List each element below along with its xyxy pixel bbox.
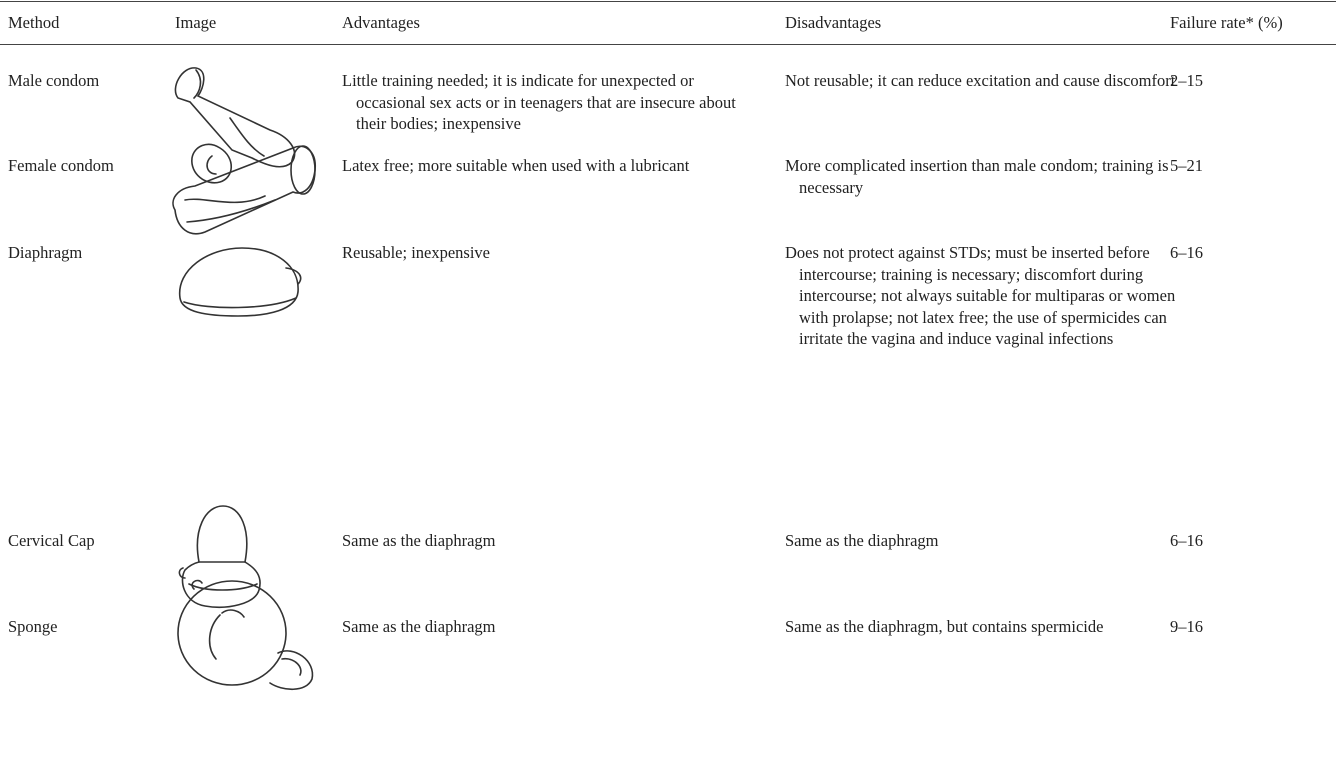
header-method: Method: [8, 13, 60, 32]
cervical-cap-image: [178, 505, 261, 609]
header-rule: [0, 44, 1336, 45]
failure-rate: 6–16: [1170, 243, 1203, 262]
method: Female condom: [8, 156, 114, 175]
disadvantages: Does not protect against STDs; must be i…: [785, 243, 1176, 348]
method: Diaphragm: [8, 243, 83, 262]
disadvantages: Same as the diaphragm: [785, 531, 939, 550]
header-disadvantages: Disadvantages: [785, 13, 882, 32]
header-advantages: Advantages: [342, 13, 420, 32]
failure-rate: 5–21: [1170, 156, 1203, 175]
male-condom-image: [174, 67, 296, 184]
failure-rate: 9–16: [1170, 617, 1203, 636]
advantages: Latex free; more suitable when used with…: [342, 156, 690, 175]
method: Sponge: [8, 617, 58, 636]
header-failure-rate: Failure rate* (%): [1170, 13, 1283, 32]
sponge-image: [177, 579, 314, 691]
top-rule: [0, 1, 1336, 2]
failure-rate: 2–15: [1170, 71, 1203, 90]
advantages: Same as the diaphragm: [342, 531, 496, 550]
header-image: Image: [175, 13, 217, 32]
method: Male condom: [8, 71, 100, 90]
advantages: Little training needed; it is indicate f…: [342, 71, 736, 133]
failure-rate: 6–16: [1170, 531, 1203, 550]
disadvantages: More complicated insertion than male con…: [785, 156, 1169, 197]
diaphragm-image: [178, 247, 302, 317]
advantages: Reusable; inexpensive: [342, 243, 491, 262]
female-condom-image: [172, 145, 316, 235]
disadvantages: Same as the diaphragm, but contains sper…: [785, 617, 1104, 636]
advantages: Same as the diaphragm: [342, 617, 496, 636]
disadvantages: Not reusable; it can reduce excitation a…: [785, 71, 1176, 90]
method: Cervical Cap: [8, 531, 95, 550]
